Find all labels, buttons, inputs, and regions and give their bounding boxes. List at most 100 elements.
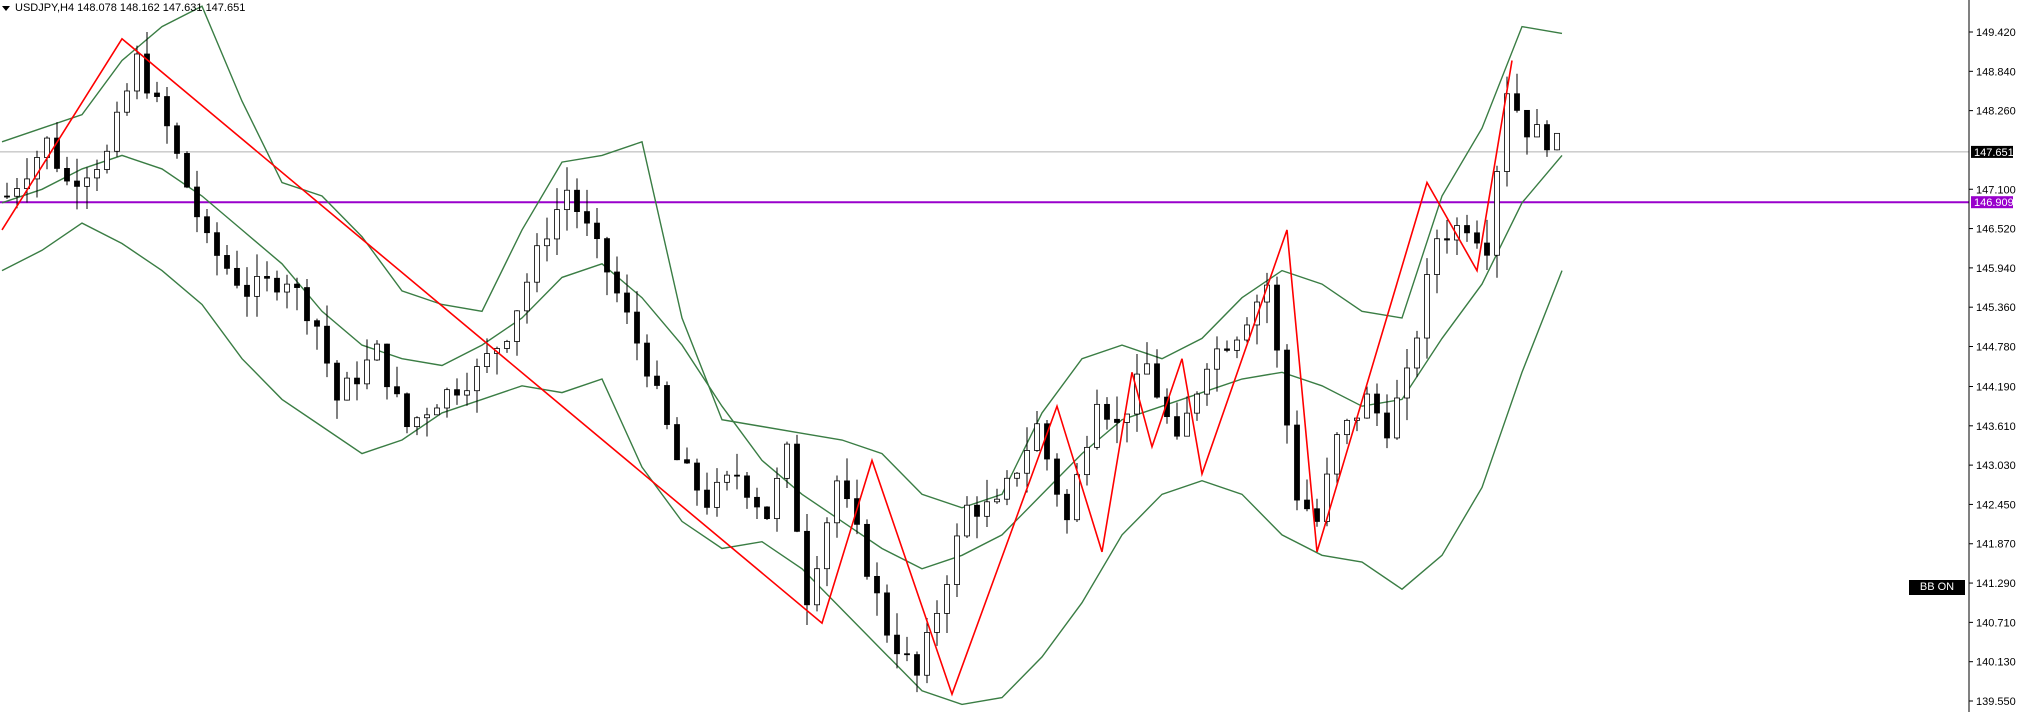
candle-body: [604, 238, 610, 273]
candle-body: [124, 90, 130, 113]
candle-body: [374, 343, 380, 361]
candle-body: [1014, 472, 1020, 479]
candle-body: [1084, 446, 1090, 476]
axis-tick-label: 149.420: [1976, 27, 2016, 39]
candle-body: [1164, 396, 1170, 418]
candle-body: [584, 211, 590, 224]
candle-body: [1454, 225, 1460, 241]
candle: [994, 488, 1000, 504]
candle: [194, 170, 200, 233]
axis-tick-label: 147.100: [1976, 184, 2016, 196]
candle-body: [1344, 419, 1350, 436]
candle: [604, 236, 610, 296]
candle: [1054, 453, 1060, 507]
candle: [694, 458, 700, 506]
candle: [424, 407, 430, 437]
candle-body: [1404, 367, 1410, 399]
candle-body: [514, 310, 520, 342]
candle: [614, 256, 620, 303]
candle-body: [1304, 499, 1310, 510]
candle: [514, 310, 520, 356]
candle-body: [314, 320, 320, 327]
candle-body: [1494, 171, 1500, 256]
indicator-badge[interactable]: BB ON: [1909, 580, 1965, 595]
candle: [1114, 396, 1120, 444]
candle-body: [1284, 349, 1290, 426]
axis-tick-label: 146.520: [1976, 224, 2016, 236]
candle-body: [444, 389, 450, 409]
current-price-badge: [1971, 145, 2013, 158]
candle: [104, 144, 110, 174]
candle: [944, 575, 950, 633]
candle: [894, 613, 900, 669]
bollinger-band-upper: [1, 5, 1563, 509]
candle-body: [704, 489, 710, 508]
candle-body: [664, 385, 670, 425]
candle: [384, 343, 390, 400]
candle: [374, 340, 380, 361]
candle-body: [1414, 337, 1420, 369]
axis-tick-label: 145.940: [1976, 263, 2016, 275]
candle: [874, 562, 880, 616]
axis-tick-label: 144.190: [1976, 381, 2016, 393]
candle: [344, 371, 350, 401]
candle-body: [364, 359, 370, 385]
candle-body: [634, 311, 640, 344]
candle-body: [594, 222, 600, 240]
candle: [1274, 276, 1280, 368]
candle: [1004, 470, 1010, 506]
candle-body: [434, 407, 440, 416]
candle: [954, 523, 960, 598]
candle: [1024, 427, 1030, 493]
candle-body: [934, 612, 940, 633]
candle-body: [924, 632, 930, 676]
chevron-down-icon[interactable]: [2, 5, 10, 11]
candle: [314, 318, 320, 350]
symbol-header[interactable]: USDJPY,H4 148.078 148.162 147.631 147.65…: [2, 2, 245, 14]
candle: [184, 151, 190, 189]
candle-body: [824, 522, 830, 570]
candle: [1324, 457, 1330, 527]
candle-body: [914, 654, 920, 676]
candle-body: [884, 592, 890, 636]
candle: [794, 434, 800, 533]
candle: [174, 122, 180, 159]
bollinger-band-lower: [1, 222, 1563, 706]
candle: [1224, 340, 1230, 353]
price-axis: 149.420 148.840 148.260 147.100 146.520 145.9…: [1968, 0, 2016, 712]
candle: [444, 387, 450, 418]
candle-body: [1244, 324, 1250, 341]
candle-body: [1394, 397, 1400, 439]
candle-body: [474, 366, 480, 392]
candle-body: [894, 634, 900, 655]
candle: [114, 101, 120, 157]
candle: [844, 458, 850, 508]
candle: [454, 378, 460, 405]
axis-tick-label: 148.260: [1976, 106, 2016, 118]
candle: [564, 167, 570, 231]
candle: [774, 467, 780, 532]
candle: [1384, 394, 1390, 449]
candle: [1294, 410, 1300, 511]
candle-body: [64, 168, 70, 182]
candle: [1534, 109, 1540, 138]
candle: [214, 222, 220, 276]
candle-body: [1144, 363, 1150, 375]
candle-body: [774, 477, 780, 520]
symbol-label: USDJPY,H4: [15, 2, 75, 14]
candle-body: [1444, 238, 1450, 241]
candle: [24, 158, 30, 203]
candle: [254, 254, 260, 317]
bollinger-band-middle: [1, 154, 1563, 570]
candle: [584, 189, 590, 237]
zigzag-layer: [1, 37, 1513, 697]
candle: [1144, 342, 1150, 375]
candle-body: [134, 53, 140, 92]
candle-body: [504, 341, 510, 349]
zigzag-line: [1, 37, 1513, 697]
candle-body: [1204, 368, 1210, 395]
candle-body: [684, 459, 690, 464]
candle-body: [874, 575, 880, 594]
